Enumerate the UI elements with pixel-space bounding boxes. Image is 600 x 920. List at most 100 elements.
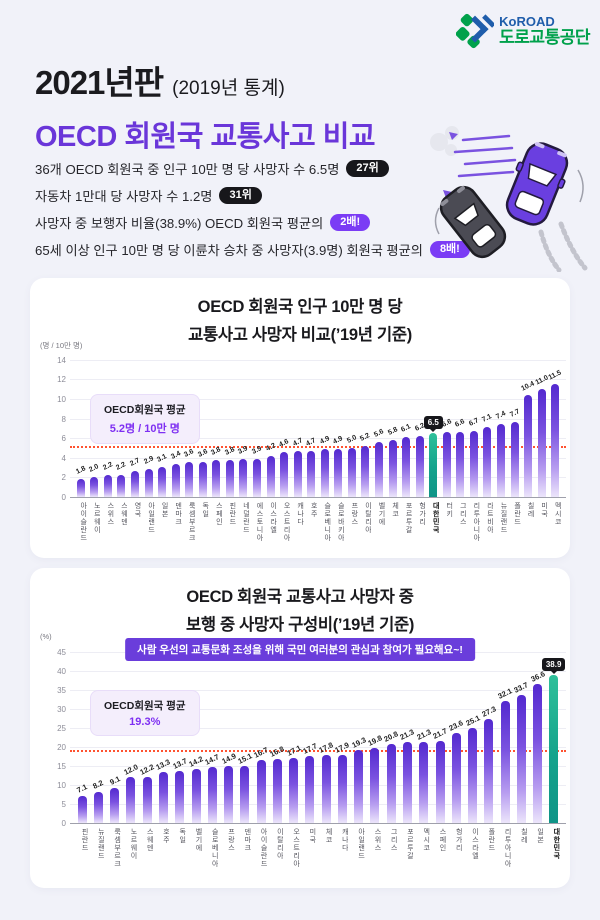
gridline: [70, 399, 566, 400]
category-label: 덴마크: [243, 828, 251, 852]
bar: [419, 742, 429, 823]
category-label: 뉴질랜드: [500, 502, 507, 534]
bar: [280, 451, 289, 497]
category-label: 스페인: [215, 502, 223, 526]
bar: [225, 459, 234, 497]
gridline: [70, 747, 566, 748]
gridline: [70, 690, 566, 691]
category-label: 그리스: [390, 828, 398, 852]
bar: [126, 777, 136, 823]
y-tick-label: 8: [61, 414, 66, 424]
category-label: 벨기에: [195, 828, 202, 852]
category-label: 독일: [178, 828, 186, 844]
chart2-average-label: OECD회원국 평균: [104, 700, 186, 712]
bar: [191, 769, 201, 823]
category-label: 미국: [540, 502, 548, 518]
category-label: 캐나다: [341, 828, 349, 852]
chart2-title-line1: OECD 회원국 교통사고 사망자 중: [186, 588, 414, 606]
y-tick-label: 35: [57, 686, 66, 695]
edition-line: 2021년판 (2019년 통계): [35, 56, 375, 104]
edition-title: 2021년판: [35, 64, 164, 101]
bar: [402, 437, 411, 497]
category-label: 스웨덴: [120, 502, 128, 526]
bar: [510, 421, 519, 497]
gridline: [70, 785, 566, 786]
y-tick-label: 25: [57, 724, 66, 733]
y-tick-label: 5: [61, 800, 66, 809]
bar: [207, 767, 217, 823]
bar: [386, 743, 396, 823]
bar: [103, 475, 112, 497]
category-label: 체코: [391, 502, 399, 518]
gridline: [70, 709, 566, 710]
y-tick-label: 14: [57, 355, 66, 365]
bar: [415, 436, 424, 497]
category-label: 스위스: [106, 502, 114, 526]
category-label: 리투아니아: [504, 828, 512, 868]
fact-badge: 2배!: [330, 214, 371, 231]
y-tick-label: 4: [61, 453, 66, 463]
category-label: 이탈리아: [364, 502, 372, 534]
category-label: 리투아니아: [472, 502, 480, 542]
category-label: 네덜란드: [242, 502, 250, 534]
bar: [185, 461, 194, 497]
category-label: 벨기에: [378, 502, 385, 526]
category-label: 슬로바키아: [337, 502, 345, 542]
y-tick-label: 30: [57, 705, 66, 714]
category-label: 슬로베니아: [211, 828, 219, 868]
category-label: 아이슬란드: [260, 828, 268, 868]
category-label: 라트비아: [486, 502, 494, 534]
y-tick-label: 10: [57, 395, 66, 404]
category-label: 스위스: [373, 828, 381, 852]
bar: [289, 758, 299, 823]
fact-item: 36개 OECD 회원국 중 인구 10만 명 당 사망자 수 6.5명 27위: [35, 155, 470, 182]
category-label: 아일랜드: [147, 502, 155, 534]
gridline: [70, 418, 566, 420]
category-label: 아일랜드: [357, 828, 365, 860]
category-label: 영국: [134, 502, 141, 518]
category-label: 멕시코: [554, 502, 562, 526]
page-title: OECD 회원국 교통사고 비교: [35, 121, 376, 153]
category-label: 덴마크: [174, 502, 182, 526]
category-label: 노르웨이: [129, 828, 137, 860]
bar: [158, 466, 167, 497]
bar: [347, 448, 356, 497]
gridline: [70, 766, 566, 767]
y-tick-label: 0: [61, 493, 66, 502]
bar: [456, 432, 465, 497]
bar: [334, 448, 343, 497]
category-label: 미국: [308, 828, 316, 844]
category-label: 프랑스: [227, 828, 235, 852]
bar: [224, 766, 234, 823]
y-tick-label: 2: [61, 473, 66, 483]
bar: [77, 796, 87, 823]
value-label: 27.3: [480, 704, 498, 720]
bar: [524, 395, 533, 497]
category-label: 그리스: [459, 502, 467, 526]
average-line: [70, 446, 566, 449]
category-label: 호주: [310, 502, 318, 518]
bar: [321, 755, 331, 823]
chart1-average-label: OECD회원국 평균: [104, 404, 186, 416]
y-tick-label: 10: [57, 781, 66, 790]
bar: [144, 468, 153, 497]
chart1-unit-label: (명 / 10만 명): [40, 341, 83, 350]
category-label: 오스트리아: [283, 502, 291, 542]
y-tick-label: 15: [57, 762, 66, 771]
bar: [375, 442, 383, 497]
bar: [272, 759, 282, 823]
bar: [142, 776, 152, 823]
koroad-logo: KoROAD 도로교통공단: [456, 12, 590, 50]
gridline: [70, 359, 566, 361]
gray-car: [439, 185, 507, 259]
bar: [483, 427, 492, 497]
bar: [533, 683, 543, 823]
bar: [307, 450, 316, 497]
category-label: 포르투갈: [405, 502, 413, 534]
chart1-title-line2: 교통사고 사망자 비교(’19년 기준): [188, 326, 412, 344]
bar: [370, 747, 380, 823]
title-block: 2021년판 (2019년 통계) OECD 회원국 교통사고 비교: [35, 56, 376, 155]
bar: [131, 470, 139, 497]
chart1-average-box: OECD회원국 평균 5.2명 / 10만 명: [90, 394, 200, 444]
category-label: 헝가리: [418, 502, 426, 526]
